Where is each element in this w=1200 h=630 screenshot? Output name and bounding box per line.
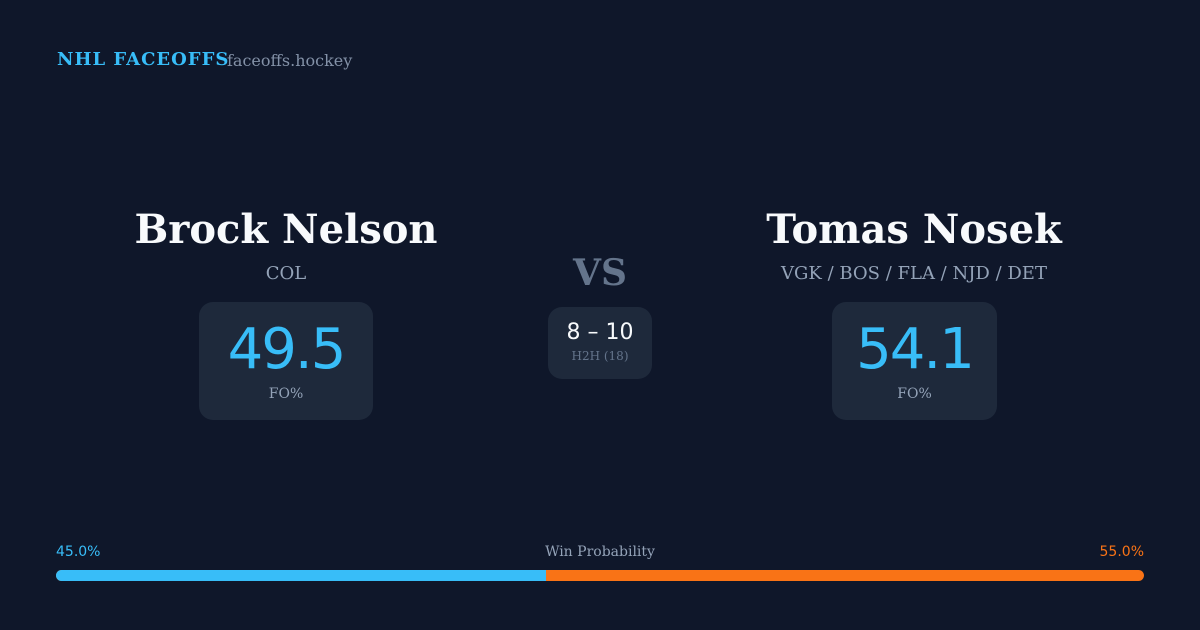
player1-team: COL [265, 263, 307, 284]
h2h-label: H2H (18) [571, 349, 629, 363]
player2-fo-card: 54.1 FO% [832, 302, 997, 420]
player1-fo-pct: 49.5 [227, 317, 347, 382]
h2h-card: 8 – 10 H2H (18) [548, 307, 652, 379]
win-prob-left: 45.0% [56, 544, 101, 560]
player2-name: Tomas Nosek [766, 206, 1062, 253]
player2-team: VGK / BOS / FLA / NJD / DET [781, 263, 1047, 284]
win-probability-left-fill [56, 570, 546, 581]
player2-fo-pct: 54.1 [856, 317, 975, 382]
vs-label: VS [573, 252, 627, 294]
h2h-score: 8 – 10 [566, 320, 634, 345]
brand-title: NHL FACEOFFS [57, 49, 230, 70]
win-prob-label: Win Probability [545, 544, 655, 560]
win-prob-right: 55.0% [1099, 544, 1144, 560]
player1-name: Brock Nelson [134, 206, 438, 253]
player1-fo-card: 49.5 FO% [199, 302, 373, 420]
win-probability-bar [56, 570, 1144, 581]
site-domain: faceoffs.hockey [227, 51, 353, 70]
player1-fo-label: FO% [268, 386, 304, 402]
player2-fo-label: FO% [897, 386, 932, 402]
